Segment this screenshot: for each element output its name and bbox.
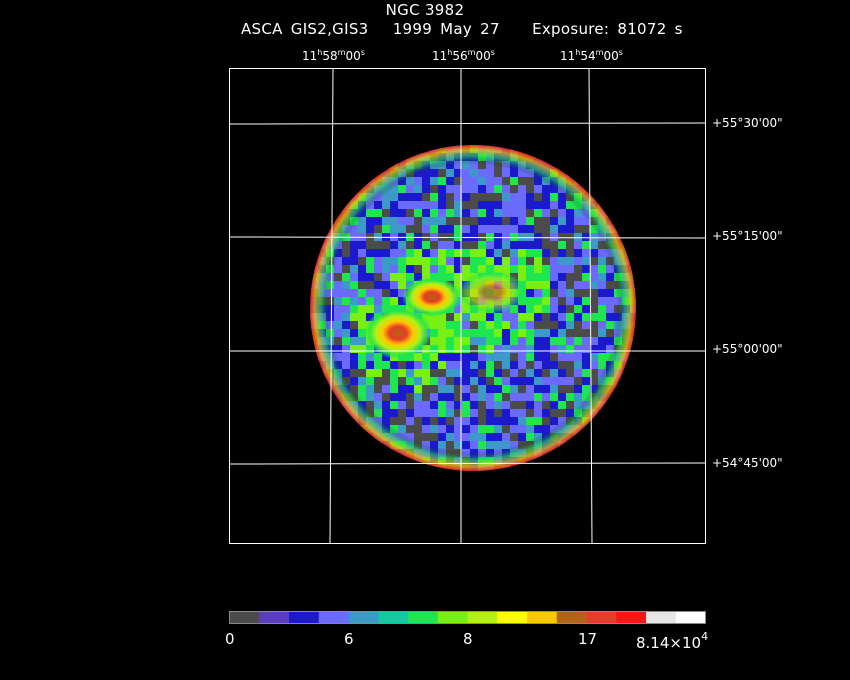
colorbar-segment: [646, 611, 677, 624]
image-pixel: [326, 217, 334, 225]
image-pixel: [582, 177, 590, 185]
colorbar-label-max: 8.14×104: [636, 630, 709, 652]
image-pixel: [318, 377, 326, 385]
instrument-label: ASCA GIS2,GIS3: [241, 20, 369, 38]
image-pixel: [630, 353, 636, 361]
image-pixel: [350, 185, 358, 193]
image-pixel: [382, 449, 390, 457]
image-pixel: [614, 217, 622, 225]
image-subtitle: ASCA GIS2,GIS3 1999 May 27 Exposure: 810…: [241, 20, 683, 38]
colorbar-segment: [378, 611, 409, 624]
colorbar-label-6: 6: [344, 630, 354, 648]
exposure-label: Exposure: 81072 s: [532, 20, 683, 38]
image-pixel: [622, 377, 630, 385]
dec-label-5500: +55°00'00": [712, 342, 783, 356]
image-pixel: [622, 233, 630, 241]
image-pixel: [358, 433, 366, 441]
colorbar-segment: [437, 611, 468, 624]
image-pixel: [542, 153, 550, 161]
colorbar-segment: [229, 611, 260, 624]
image-pixel: [614, 393, 622, 401]
image-pixel: [398, 153, 406, 161]
image-pixel: [318, 225, 326, 233]
image-pixel: [566, 441, 574, 449]
colorbar-segment: [556, 611, 587, 624]
image-pixel: [342, 193, 350, 201]
image-pixel: [518, 465, 526, 471]
colorbar-segment: [616, 611, 647, 624]
colorbar-segment: [318, 611, 349, 624]
image-pixel: [558, 161, 566, 169]
colorbar-segment: [259, 611, 290, 624]
image-pixel: [630, 361, 636, 369]
image-pixel: [598, 193, 606, 201]
image-pixel: [630, 257, 636, 265]
image-pixel: [366, 169, 374, 177]
image-pixel: [526, 465, 534, 471]
colorbar-segment: [497, 611, 528, 624]
ra-label-1154: 11h54m00s: [560, 48, 623, 63]
image-pixel: [414, 145, 422, 153]
colorbar-segment: [408, 611, 439, 624]
image-pixel: [334, 201, 342, 209]
image-pixel: [422, 465, 430, 471]
image-pixel: [526, 145, 534, 153]
image-pixel: [350, 425, 358, 433]
dec-label-5530: +55°30'00": [712, 116, 783, 130]
ra-label-1156: 11h56m00s: [432, 48, 495, 63]
image-pixel: [606, 401, 614, 409]
colorbar-label-0: 0: [225, 630, 235, 648]
colorbar-segment: [289, 611, 320, 624]
colorbar-label-8: 8: [463, 630, 473, 648]
colorbar-segment: [527, 611, 558, 624]
image-pixel: [414, 465, 422, 471]
colorbar-label-17: 17: [578, 630, 598, 648]
color-scale-bar: [229, 611, 706, 624]
image-pixel: [342, 417, 350, 425]
coordinate-grid: [228, 67, 706, 544]
image-pixel: [382, 161, 390, 169]
colorbar-segment: [675, 611, 706, 624]
image-pixel: [326, 393, 334, 401]
image-title: NGC 3982: [385, 1, 465, 19]
date-label: 1999 May 27: [392, 20, 500, 38]
image-pixel: [390, 153, 398, 161]
image-pixel: [630, 249, 636, 257]
detector-field: [310, 145, 636, 471]
ra-label-1158: 11h58m00s: [302, 48, 365, 63]
dec-label-5515: +55°15'00": [712, 229, 783, 243]
image-pixel: [310, 249, 318, 257]
image-pixel: [558, 449, 566, 457]
image-pixel: [590, 185, 598, 193]
image-pixel: [310, 361, 318, 369]
colorbar-segment: [586, 611, 617, 624]
dec-label-5445: +54°45'00": [712, 456, 783, 470]
colorbar-segment: [467, 611, 498, 624]
image-pixel: [358, 177, 366, 185]
colorbar-segment: [348, 611, 379, 624]
